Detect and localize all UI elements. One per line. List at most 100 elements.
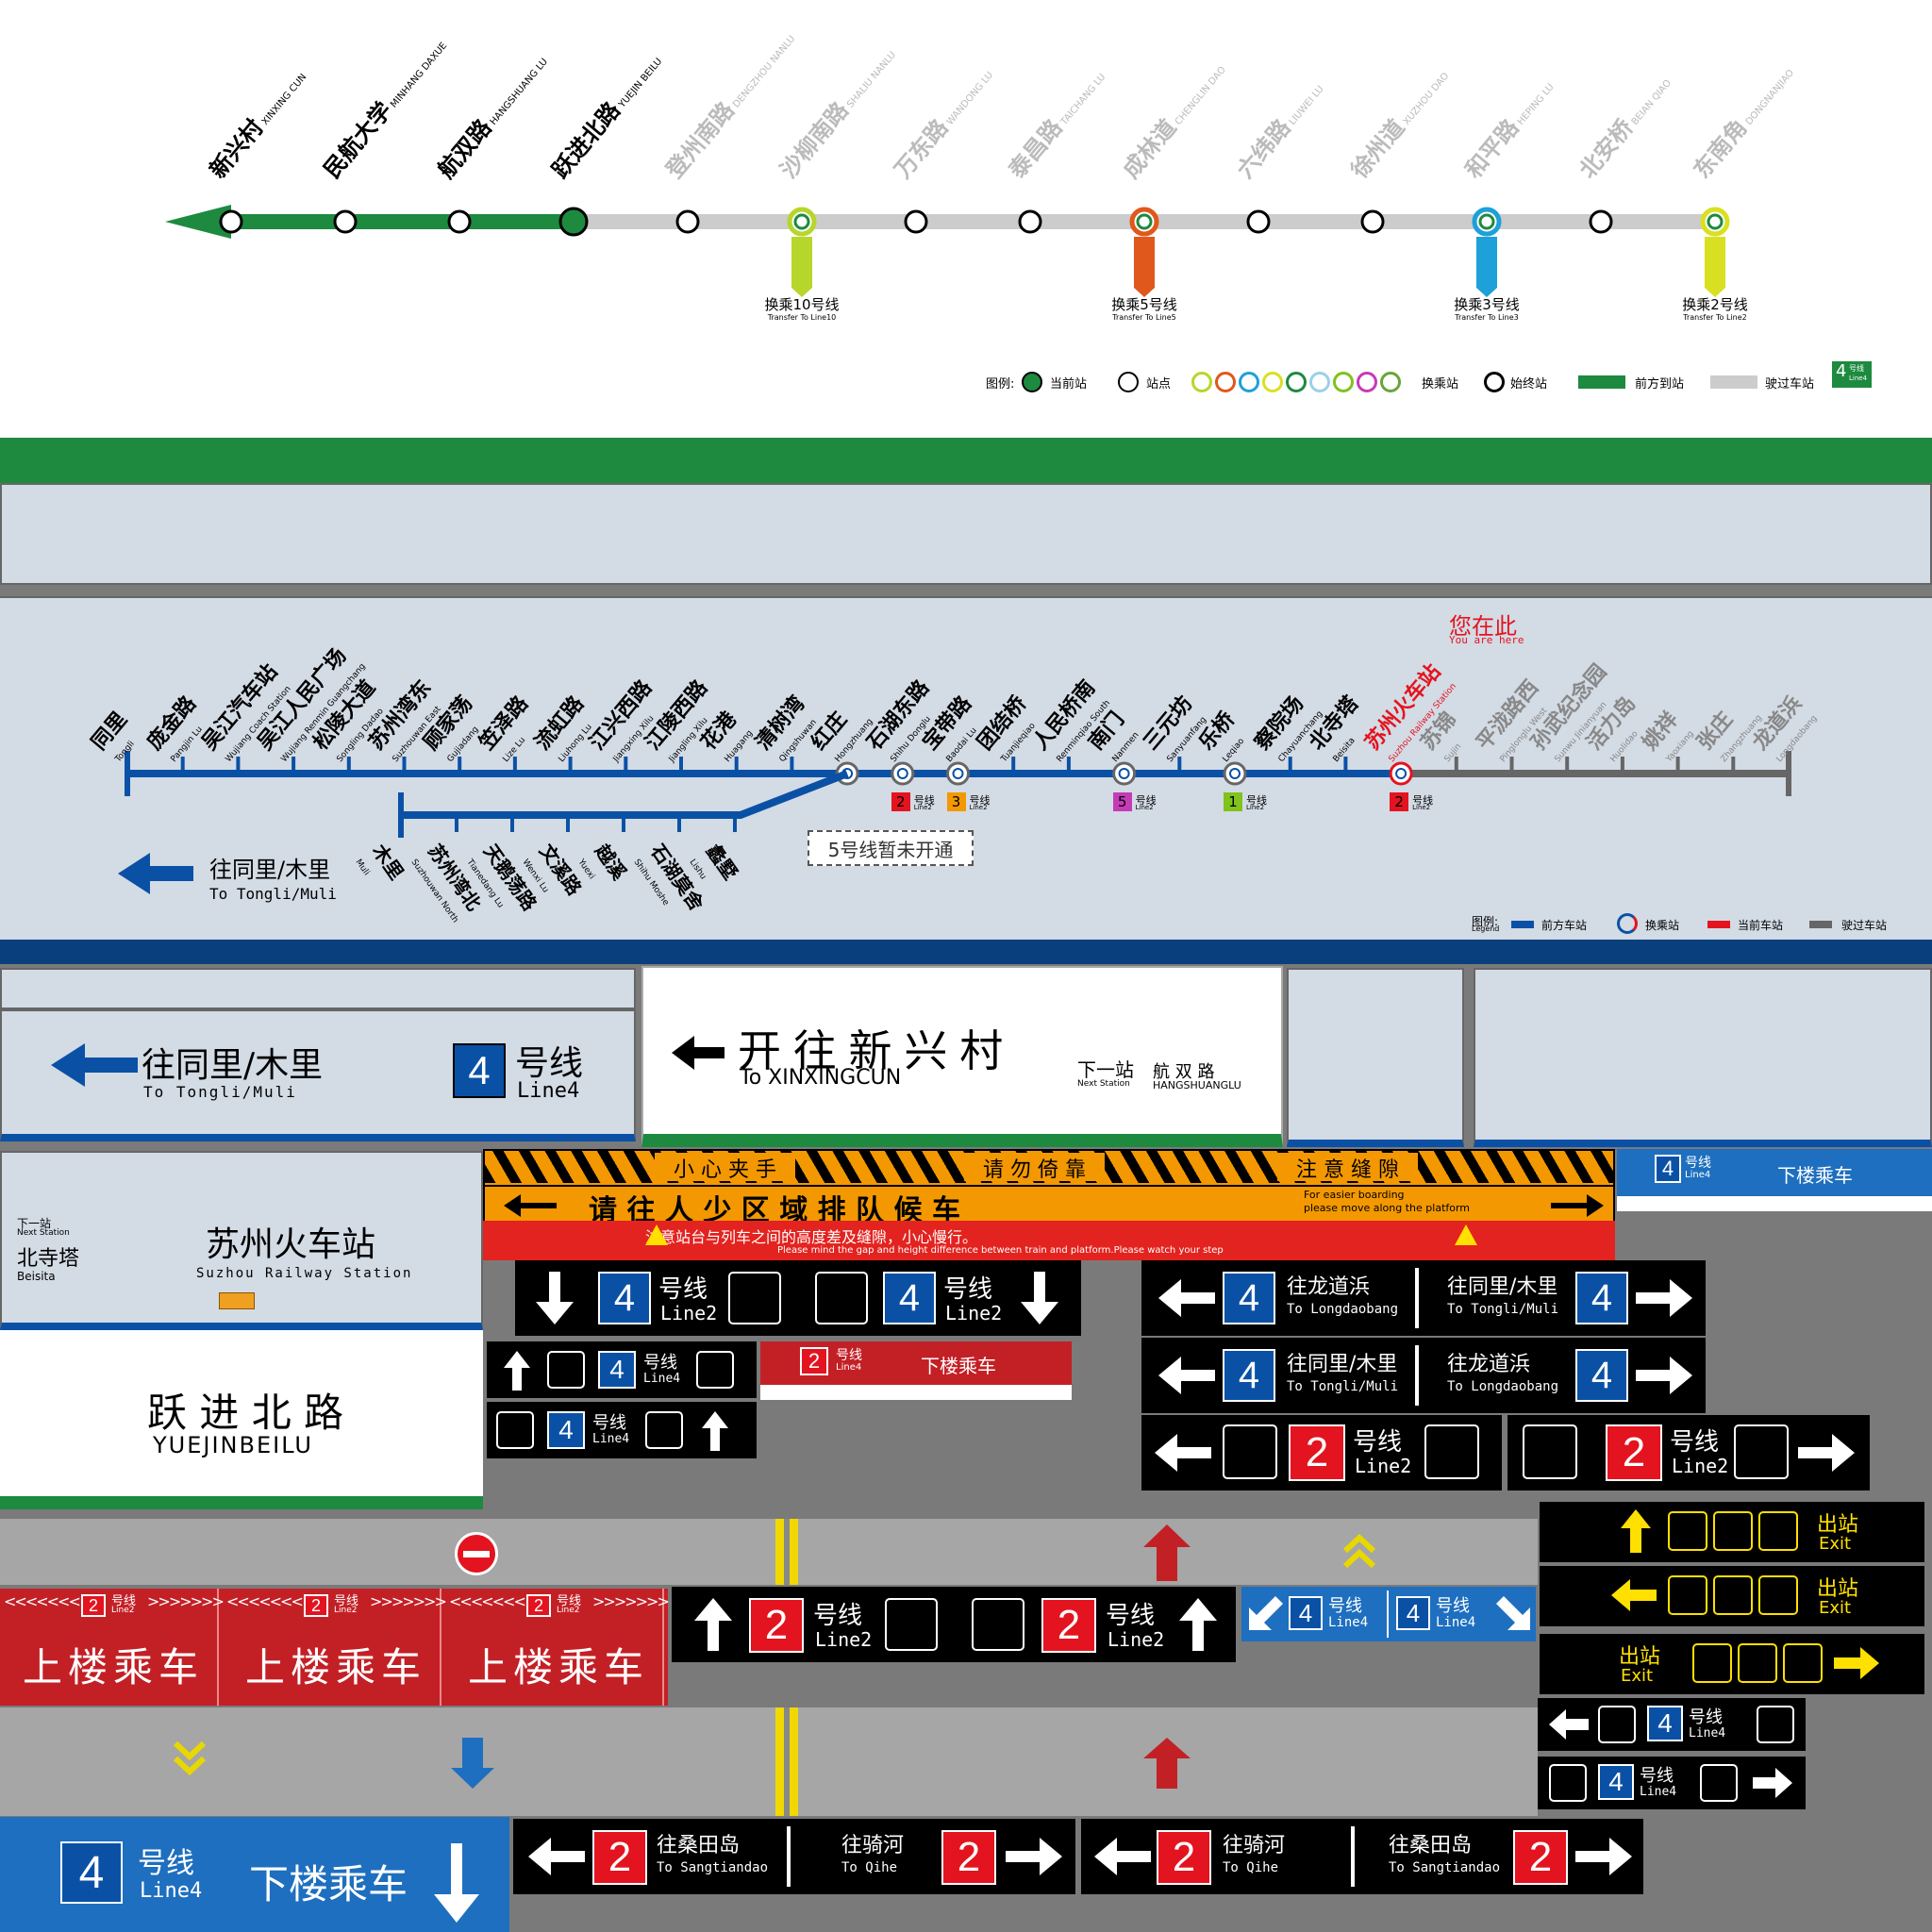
map-legend-label-en: Legend (1472, 924, 1500, 933)
exit-up-sign: 出站 Exit (1540, 1502, 1924, 1562)
station-tick (125, 757, 129, 774)
metro-icon (1598, 1706, 1636, 1743)
line-en: Line4 (1328, 1615, 1369, 1630)
escalator-icon (1738, 1643, 1777, 1683)
line4-badge: 4 (1647, 1706, 1683, 1741)
station-name-en: Suzhou Railway Station (196, 1266, 413, 1281)
escalator-icon (815, 1272, 868, 1324)
transfer-label-en: Transfer To Line3 (1455, 313, 1519, 322)
ahead-segment (127, 770, 1402, 777)
divider (1415, 1268, 1419, 1328)
legend-passed-swatch (1710, 375, 1757, 389)
line-cn: 号线 (515, 1044, 584, 1083)
down-cn: 下楼乘车 (921, 1355, 996, 1377)
up-cn: 上楼乘车 (468, 1644, 650, 1690)
transfer-badge: 5 号线 Line2 (1112, 792, 1189, 813)
line-cn: 号线 (1689, 1707, 1723, 1727)
platform-map-svg (125, 751, 1791, 838)
map-legend-ahead: 前方车站 (1541, 919, 1588, 932)
transfer-station-marker (1112, 761, 1137, 786)
line-cn: 号线 (1640, 1766, 1674, 1786)
next-station-en: HANGSHUANGLU (1153, 1079, 1241, 1091)
next-label-en: Next Station (1077, 1079, 1130, 1089)
legend-label: 图例: (986, 377, 1015, 391)
line-en: Line4 (592, 1432, 630, 1446)
stairs-icon (1757, 1706, 1794, 1743)
stairs-icon (696, 1351, 734, 1389)
legend-current-icon (1022, 372, 1042, 392)
arrow-left-icon (51, 1043, 138, 1087)
station-tick (566, 815, 570, 832)
line-en: Line2 (334, 1606, 358, 1615)
transfer-station-inner (952, 768, 964, 779)
exit-door-icon (1783, 1643, 1823, 1683)
floor-up-arrow-icon (1143, 1524, 1191, 1581)
line-cn: 号线 (658, 1275, 708, 1304)
station-tick (1509, 757, 1514, 774)
to-tongli-en: To Tongli/Muli (1447, 1302, 1559, 1317)
escalator-icon (1758, 1575, 1798, 1615)
line2-badge: 2 (1606, 1424, 1662, 1481)
station-tick (734, 757, 739, 774)
line2-badge: 2 (1289, 1424, 1345, 1481)
terminal-bar (398, 792, 404, 838)
arrow-left-icon (1155, 1434, 1211, 1472)
line-en: Line2 (1355, 1455, 1412, 1477)
lamp-icon (219, 1292, 255, 1309)
transfer-label: 换乘10号线 (764, 296, 840, 313)
upstairs-cell: <<<<<<< 2 号线 Line2 >>>>>>> 上楼乘车 (445, 1589, 670, 1706)
chevron-right-icon: >>>>>>> (370, 1592, 447, 1610)
station-tick (402, 757, 407, 774)
line4-downstairs-small: 4 号线 Line4 下楼乘车 (1617, 1149, 1932, 1211)
line2-badge: 2 (1041, 1598, 1096, 1653)
blue-band (0, 940, 1932, 964)
line-en: Line4 (1640, 1785, 1677, 1799)
chevron-left-icon: <<<<<<< (449, 1592, 526, 1610)
legend-station-icon (1118, 372, 1139, 392)
line-map-svg (165, 205, 1730, 297)
arrow-right-icon (1575, 1838, 1632, 1875)
exit-en: Exit (1819, 1598, 1852, 1618)
chevron-right-icon: >>>>>>> (147, 1592, 225, 1610)
transfer-station-inner (1136, 213, 1153, 230)
line-cn: 号线 (1106, 1602, 1156, 1630)
next-station: 航 双 路 (1153, 1062, 1215, 1082)
line4-left-sign: 4 号线 Line4 (1538, 1698, 1806, 1751)
to-tongli: 往同里/木里 (1447, 1275, 1558, 1299)
line-en: Line4 (643, 1372, 681, 1386)
station-tick (790, 757, 794, 774)
map-legend-passed: 驶过车站 (1841, 919, 1888, 932)
line4-badge: 4 (547, 1411, 585, 1449)
chevron-left-icon: <<<<<<< (4, 1592, 81, 1610)
line4-badge: 4 (1575, 1349, 1628, 1402)
line4-downstairs-sign: 4 号线 Line4 下楼乘车 (0, 1817, 509, 1932)
up-cn: 上楼乘车 (23, 1644, 205, 1690)
arrow-right-icon (1551, 1194, 1604, 1217)
stairs-icon (1700, 1764, 1738, 1802)
station-tick (1620, 757, 1624, 774)
station-tick (1675, 757, 1680, 774)
exit-door-icon (1668, 1511, 1707, 1551)
arrow-right-icon (1834, 1647, 1879, 1679)
legend-passed: 驶过车站 (1765, 377, 1815, 391)
arrow-left-icon (672, 1036, 724, 1070)
map-legend-current: 当前车站 (1738, 919, 1784, 932)
exit-en: Exit (1819, 1534, 1852, 1554)
direction-en: To Tongli/Muli (143, 1083, 297, 1101)
line-en: Line4 (836, 1362, 862, 1373)
station-tick (1011, 757, 1016, 774)
line5-note: 5号线暂未开通 (808, 830, 974, 866)
line-en: Line4 (1436, 1615, 1476, 1630)
to-sangtiandao-en: To Sangtiandao (1389, 1860, 1501, 1875)
legend-current-swatch (1707, 921, 1730, 928)
chevron-up-icon (1343, 1534, 1375, 1569)
transfer-badge: 1 号线 Line2 (1224, 792, 1299, 813)
transfer-pointer (1476, 237, 1497, 297)
station-marker (333, 209, 358, 234)
arrow-right-icon (1798, 1434, 1855, 1472)
map-direction: 往同里/木里 (209, 857, 331, 883)
to-qihe: 往骑河 (1223, 1834, 1286, 1857)
arrow-left-icon (1549, 1709, 1589, 1740)
line4-badge: 4 (1289, 1596, 1323, 1630)
line-en: Line4 (1685, 1170, 1711, 1180)
